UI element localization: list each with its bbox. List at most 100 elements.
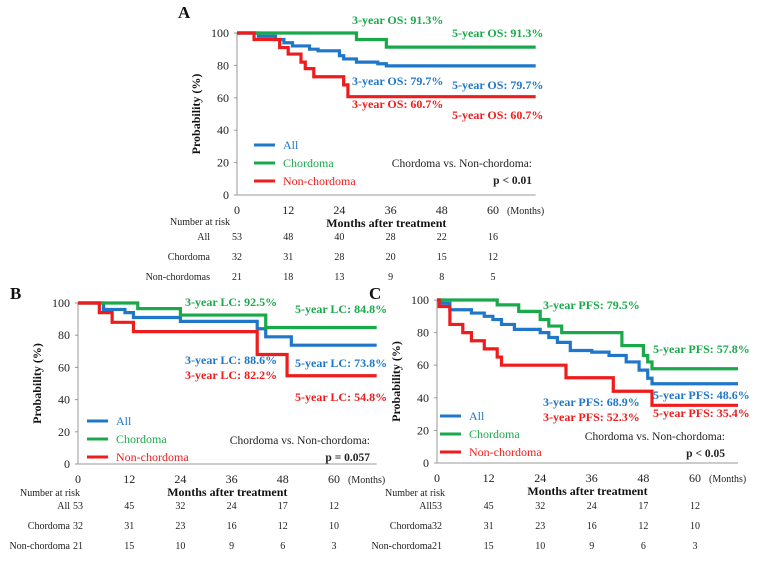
risk-value: 6 xyxy=(280,541,285,552)
risk-value: 32 xyxy=(73,521,83,532)
x-tick-label: 12 xyxy=(483,471,495,485)
legend-label: Chordoma xyxy=(283,156,334,170)
annotation-b3: 3-year OS: 79.7% xyxy=(352,74,443,88)
legend-label: Chordoma xyxy=(116,432,167,446)
x-axis-title: Months after treatment xyxy=(326,216,446,230)
x-tick-label: 60 xyxy=(689,471,701,485)
km-curve-non-chordoma xyxy=(437,298,738,407)
risk-value: 22 xyxy=(437,232,447,243)
comparison-label: Chordoma vs. Non-chordoma: xyxy=(585,431,725,443)
y-tick-label: 80 xyxy=(58,328,70,342)
risk-value: 12 xyxy=(488,252,498,263)
annotation-r5: 5-year LC: 54.8% xyxy=(295,390,387,404)
risk-value: 21 xyxy=(432,541,442,552)
annotation-g3: 3-year PFS: 79.5% xyxy=(543,298,640,312)
p-value: p = 0.057 xyxy=(325,452,370,464)
x-tick-label: 60 xyxy=(487,203,499,217)
x-tick-label: 12 xyxy=(282,203,294,217)
legend-label: Non-chordoma xyxy=(116,450,189,464)
annotation-r3: 3-year PFS: 52.3% xyxy=(543,410,640,424)
x-tick-label: 36 xyxy=(586,471,598,485)
risk-value: 10 xyxy=(690,521,700,532)
x-tick-label: 36 xyxy=(385,203,397,217)
risk-row-label: Non-chordomas xyxy=(146,272,211,283)
comparison-label: Chordoma vs. Non-chordoma: xyxy=(392,158,532,170)
risk-value: 15 xyxy=(484,541,494,552)
x-tick-label: 12 xyxy=(123,472,135,486)
risk-row-label: Chordoma xyxy=(168,252,211,263)
risk-row-label: Non-chordoma xyxy=(371,541,432,552)
x-tick-label: 24 xyxy=(333,203,345,217)
risk-row-label: Chordoma xyxy=(390,521,433,532)
risk-value: 32 xyxy=(535,501,545,512)
risk-row-label: All xyxy=(197,232,210,243)
annotation-b5: 5-year LC: 73.8% xyxy=(295,356,387,370)
x-unit-label: (Months) xyxy=(507,206,544,217)
y-tick-label: 20 xyxy=(217,156,229,170)
annotation-r5: 5-year OS: 60.7% xyxy=(452,108,543,122)
km-curve-all xyxy=(437,298,738,386)
y-tick-label: 60 xyxy=(217,91,229,105)
y-tick-label: 100 xyxy=(52,296,70,310)
km-curve-chordoma xyxy=(437,298,738,371)
x-tick-label: 36 xyxy=(226,472,238,486)
legend-label: All xyxy=(469,409,485,423)
x-tick-label: 24 xyxy=(534,471,546,485)
risk-value: 13 xyxy=(334,272,344,283)
km-curve-non-chordoma xyxy=(237,31,536,99)
y-tick-label: 0 xyxy=(64,457,70,471)
y-tick-label: 60 xyxy=(58,360,70,374)
risk-value: 10 xyxy=(175,541,185,552)
annotation-g3: 3-year LC: 92.5% xyxy=(185,295,277,309)
risk-value: 53 xyxy=(432,501,442,512)
y-tick-label: 40 xyxy=(58,393,70,407)
risk-value: 45 xyxy=(484,501,494,512)
risk-value: 20 xyxy=(386,252,396,263)
risk-value: 18 xyxy=(283,272,293,283)
risk-row-label: All xyxy=(57,501,70,512)
x-tick-label: 0 xyxy=(234,203,240,217)
risk-value: 32 xyxy=(232,252,242,263)
annotation-g5: 5-year LC: 84.8% xyxy=(295,302,387,316)
annotation-b5: 5-year OS: 79.7% xyxy=(452,78,543,92)
y-tick-label: 80 xyxy=(217,58,229,72)
risk-value: 21 xyxy=(232,272,242,283)
y-tick-label: 40 xyxy=(217,123,229,137)
x-unit-label: (Months) xyxy=(348,475,385,486)
km-curve-all xyxy=(78,301,377,347)
annotation-r5: 5-year PFS: 35.4% xyxy=(653,406,750,420)
y-tick-label: 0 xyxy=(223,188,229,202)
risk-table-title: Number at risk xyxy=(170,217,230,228)
risk-value: 16 xyxy=(227,521,237,532)
p-value: p < 0.05 xyxy=(686,448,725,460)
risk-value: 31 xyxy=(484,521,494,532)
x-axis-title: Months after treatment xyxy=(167,485,287,499)
risk-value: 23 xyxy=(175,521,185,532)
y-tick-label: 100 xyxy=(411,293,429,307)
risk-value: 21 xyxy=(73,541,83,552)
risk-value: 12 xyxy=(690,501,700,512)
legend-label: All xyxy=(116,414,132,428)
km-curve-non-chordoma xyxy=(78,301,377,378)
x-unit-label: (Months) xyxy=(709,474,746,485)
risk-value: 28 xyxy=(386,232,396,243)
annotation-r3: 3-year LC: 82.2% xyxy=(185,368,277,382)
risk-value: 6 xyxy=(641,541,646,552)
x-tick-label: 24 xyxy=(174,472,186,486)
annotation-b3: 3-year LC: 88.6% xyxy=(185,353,277,367)
annotation-b3: 3-year PFS: 68.9% xyxy=(543,395,640,409)
risk-value: 9 xyxy=(388,272,393,283)
risk-table-title: Number at risk xyxy=(20,488,80,499)
x-tick-label: 48 xyxy=(637,471,649,485)
risk-value: 10 xyxy=(329,521,339,532)
risk-row-label: Non-chordoma xyxy=(9,541,70,552)
annotation-b5: 5-year PFS: 48.6% xyxy=(653,388,750,402)
y-tick-label: 40 xyxy=(417,391,429,405)
y-tick-label: 20 xyxy=(58,425,70,439)
y-tick-label: 60 xyxy=(417,358,429,372)
risk-value: 31 xyxy=(124,521,134,532)
risk-value: 3 xyxy=(693,541,698,552)
x-tick-label: 0 xyxy=(75,472,81,486)
risk-row-label: Chordoma xyxy=(28,521,71,532)
x-tick-label: 48 xyxy=(277,472,289,486)
